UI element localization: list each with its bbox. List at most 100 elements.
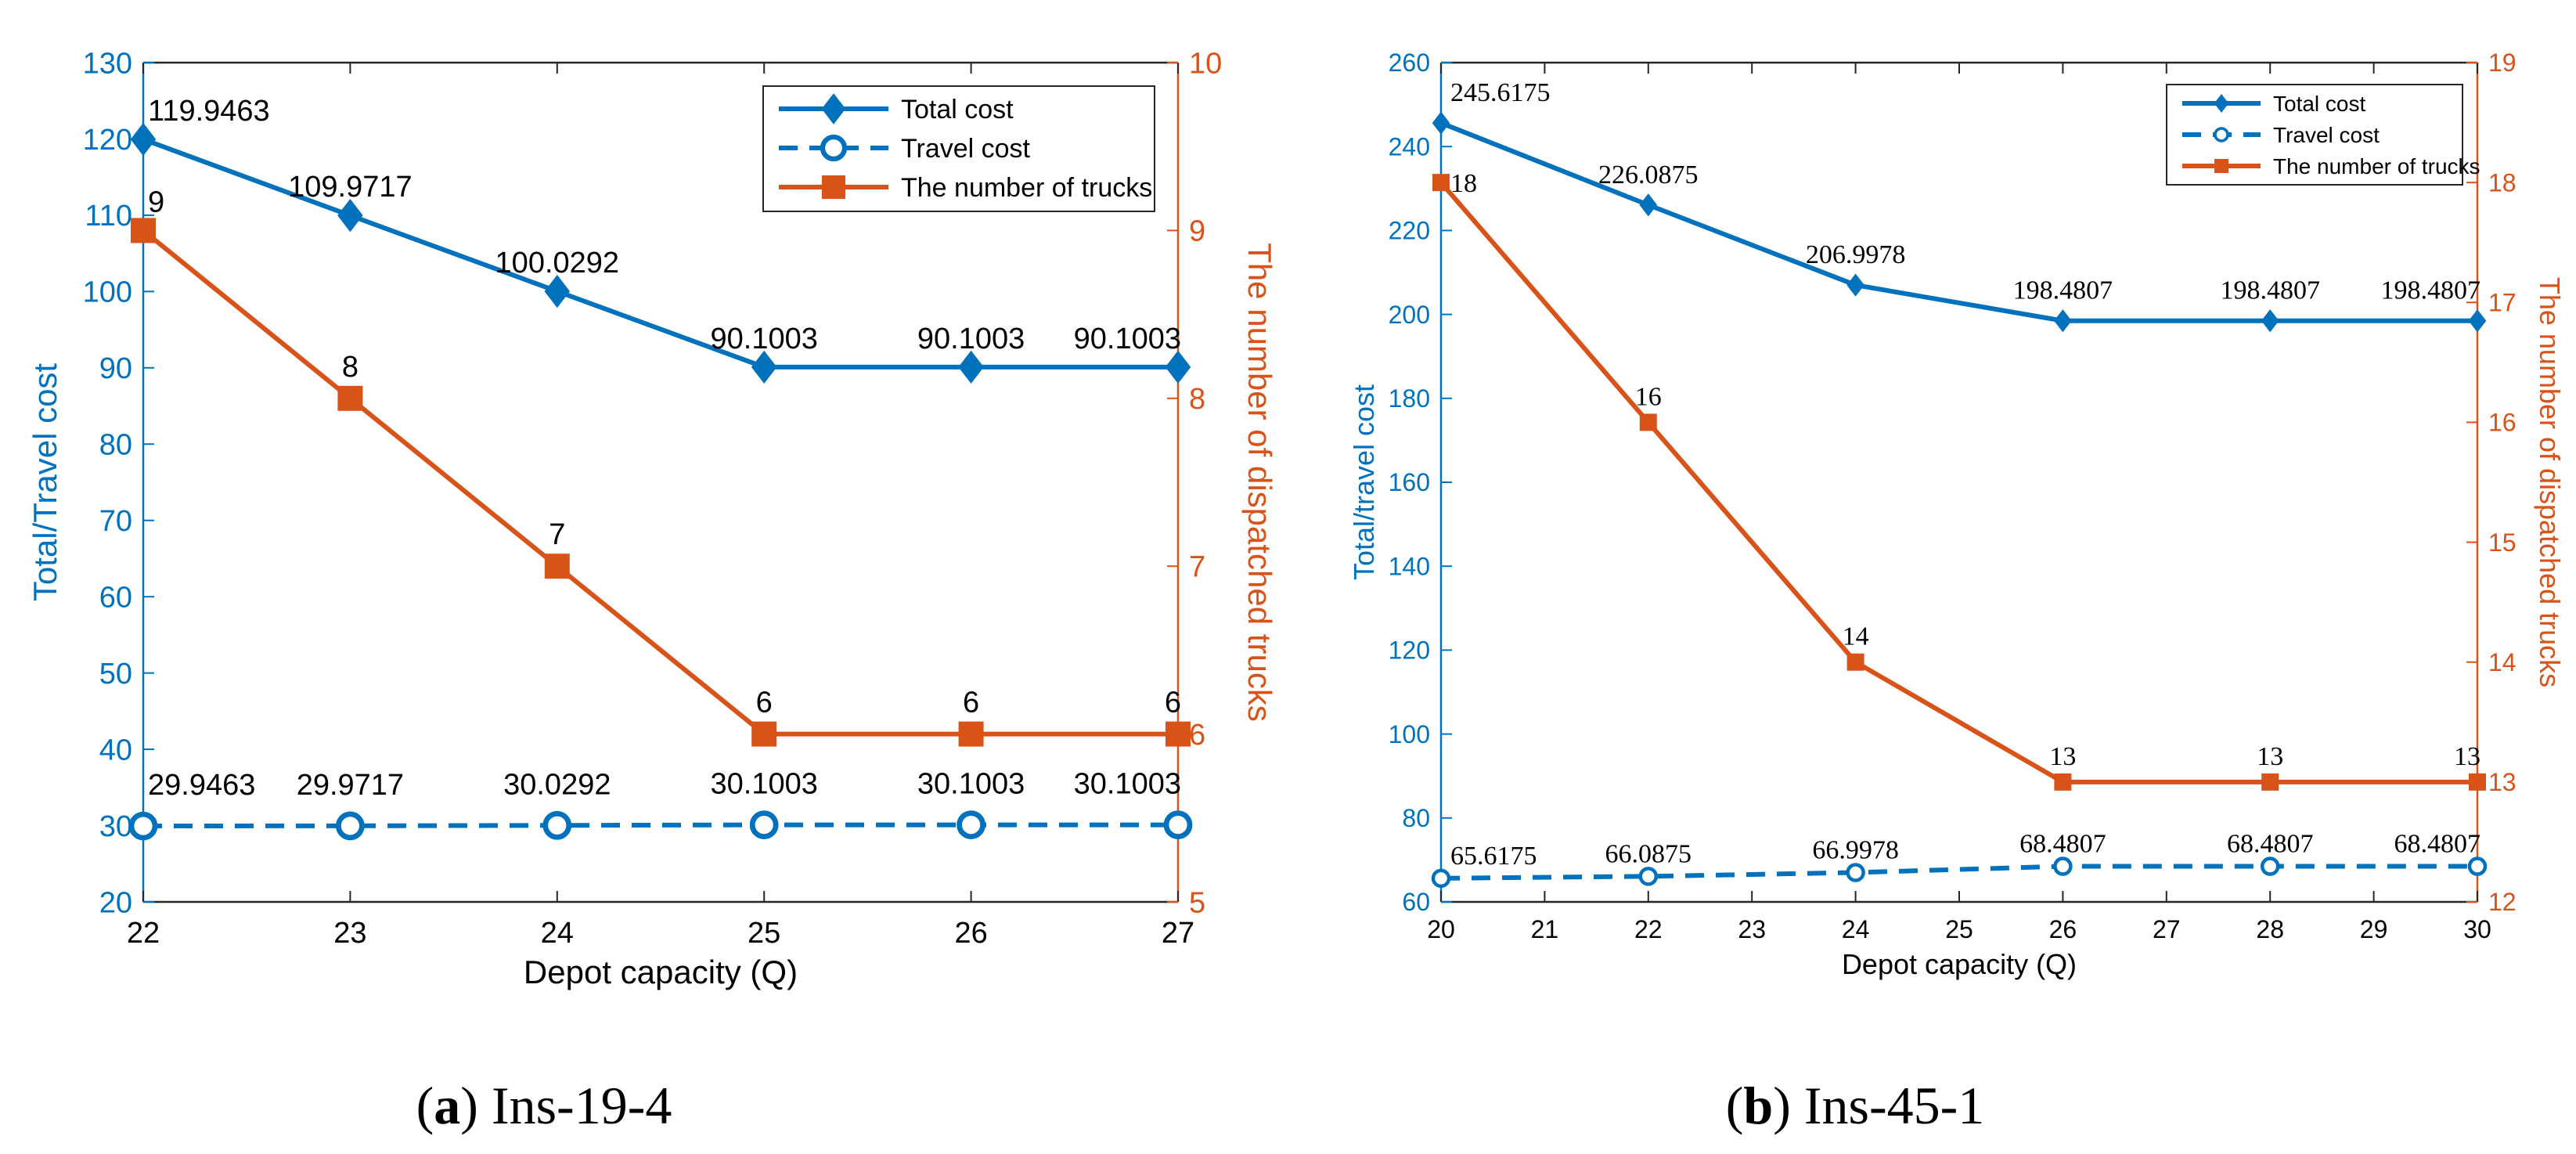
panel-b-y-tick-label: 140 (1389, 552, 1430, 580)
panel-a-series-2-point (337, 385, 363, 411)
panel-b-series-1-point (2053, 856, 2073, 876)
panel-b-x-tick-label: 28 (2256, 915, 2284, 943)
panel-a-series-2-data-label: 9 (148, 186, 164, 218)
panel-b-series-line-0 (1439, 121, 2477, 323)
panel-a-legend-marker (821, 93, 846, 124)
panel-b-series-0-point (1846, 273, 1864, 297)
panel-b-x-tick-label: 22 (1634, 915, 1663, 943)
panel-b-legend-marker (2214, 159, 2228, 173)
panel-b-series-1-point (1638, 867, 1659, 886)
panel-a-series-1-point (128, 811, 158, 841)
panel-a-series-1-point (336, 811, 365, 841)
panel-b-series-2-point (1432, 174, 1450, 192)
panel-a-series-2-point (958, 721, 984, 747)
panel-b-series-0-point (2468, 309, 2487, 333)
panel-b-series-0-point (1639, 193, 1658, 217)
panel-b-series-2-data-label: 18 (1450, 169, 1477, 198)
panel-a-y-tick-label: 130 (83, 47, 132, 80)
panel-a-y-tick-label: 70 (99, 505, 132, 538)
panel-b-series-2-point (2054, 773, 2072, 791)
panel-b-series-1-point (1431, 868, 1451, 889)
panel-b-series-1-data-label: 68.4807 (2227, 830, 2314, 859)
panel-a-series-0-point (1165, 350, 1191, 384)
panel-b-y-tick-label: 160 (1389, 468, 1430, 496)
panel-b-y-tick-label: 100 (1389, 720, 1430, 748)
panel-b-series-1-point (2260, 856, 2280, 876)
panel-b-series-0-data-label: 198.4807 (2013, 276, 2113, 305)
panel-a-caption-text: Ins-19-4 (492, 1076, 672, 1135)
panel-b-chart: 20 21 22 23 24 25 26 27 28 29 30 60 80 100 120 140 160 18… (1348, 49, 2566, 980)
panel-a-series-0-data-label: 90.1003 (1074, 323, 1181, 355)
panel-b-y2-tick-label: 16 (2488, 409, 2517, 437)
panel-b-legend-label: The number of trucks (2273, 154, 2481, 179)
panel-a-series-line-1 (142, 822, 1178, 829)
panel-b-legend-marker (2214, 93, 2229, 114)
panel-a-chart: 22 23 24 25 26 27 20 30 40 50 60 70 80 90 100 110 120 130… (27, 47, 1278, 990)
panel-b-legend: Total cost Travel cost The number of truck… (2166, 84, 2481, 186)
panel-b-x-tick-label: 30 (2463, 915, 2491, 943)
panel-b-y2-tick-label: 17 (2488, 288, 2517, 316)
panel-a-series-2-point (751, 721, 777, 747)
panel-a-series-2-data-label: 7 (549, 518, 565, 551)
panel-b-caption-text: Ins-45-1 (1804, 1076, 1984, 1135)
panel-b-series-1-point (2467, 856, 2488, 876)
panel-b-y-tick-label: 260 (1389, 49, 1430, 77)
panel-b-series-0-data-label: 198.4807 (2381, 276, 2481, 305)
panel-b-y-tick-label: 200 (1389, 301, 1430, 329)
panel-a-legend-label: Travel cost (901, 134, 1031, 164)
panel-b-series-2-point (2261, 773, 2279, 791)
panel-b-series-0-data-label: 198.4807 (2220, 276, 2320, 305)
panel-b-y-axis-label: Total/travel cost (1348, 384, 1380, 580)
panel-b-y2-tick-label: 13 (2488, 768, 2517, 796)
panel-a-series-0-point (130, 122, 157, 157)
panel-a-legend-label: The number of trucks (901, 173, 1152, 203)
panel-a-series-2-point (131, 218, 156, 243)
panel-a-y2-tick-label: 7 (1189, 551, 1205, 584)
panel-b-y-tick-label: 220 (1389, 217, 1430, 245)
panel-a-series-1-point (957, 810, 985, 839)
panel-a-x-tick-label: 25 (748, 917, 780, 950)
panel-a-series-1-point (749, 810, 779, 839)
panel-b-y-tick-label: 180 (1389, 384, 1430, 413)
panel-a-series-0-data-label: 100.0292 (495, 247, 620, 279)
panel-b-x-tick-label: 21 (1531, 915, 1559, 943)
panel-b-y2-tick-label: 14 (2488, 648, 2517, 676)
panel-a-y2-tick-label: 5 (1189, 886, 1205, 919)
panel-a-y2-tick-label: 6 (1189, 719, 1205, 752)
panel-a-y2-axis-label: The number of dispatched trucks (1241, 243, 1278, 722)
panel-b-x-axis-label: Depot capacity (Q) (1842, 948, 2077, 980)
panel-b-series-1-data-label: 66.0875 (1605, 839, 1692, 868)
panel-a-y-tick-label: 20 (99, 886, 132, 919)
panel-a-y-tick-label: 100 (83, 276, 132, 309)
panel-a-series-2-point (1166, 721, 1191, 747)
panel-b-series-2-data-label: 14 (1843, 622, 1869, 651)
panel-a-legend-marker (820, 134, 848, 162)
panel-a-y-tick-label: 50 (99, 658, 132, 691)
panel-a-x-tick-label: 23 (333, 917, 366, 950)
panel-b-series-line-1 (1440, 864, 2477, 881)
panel-a-series-1-point (542, 810, 572, 840)
panel-b-series-2-point (2469, 773, 2486, 791)
panel-a-y2-tick-label: 10 (1189, 47, 1222, 80)
panel-b-y-tick-label: 80 (1402, 804, 1430, 832)
panel-b-series-2-data-label: 13 (2257, 742, 2283, 771)
panel-b-series-1-data-label: 65.6175 (1450, 842, 1537, 871)
panel-b-series-line-2 (1439, 181, 2477, 784)
panel-a-series-0-point (337, 199, 363, 233)
panel-a-series-0-data-label: 109.9717 (288, 171, 413, 204)
panel-b-y2-tick-label: 12 (2488, 888, 2517, 916)
panel-b-legend-marker (2214, 127, 2229, 142)
panel-a-series-line-0 (142, 137, 1178, 370)
panel-a-series-1-data-label: 29.9463 (148, 769, 255, 802)
panel-b-caption-letter: b (1743, 1076, 1773, 1135)
panel-a-legend-label: Total cost (901, 95, 1014, 124)
panel-b-series-2-point (1846, 653, 1864, 671)
panel-b-series-0-point (1432, 111, 1450, 135)
panel-b-y-tick-label: 240 (1389, 132, 1430, 160)
panel-b-series-1-data-label: 66.9978 (1812, 835, 1899, 864)
panel-b-x-tick-label: 26 (2049, 915, 2077, 943)
panel-b-series-2-data-label: 13 (2454, 742, 2481, 771)
panel-a-series-0-point (958, 350, 984, 384)
panel-a-y-tick-label: 40 (99, 734, 132, 766)
